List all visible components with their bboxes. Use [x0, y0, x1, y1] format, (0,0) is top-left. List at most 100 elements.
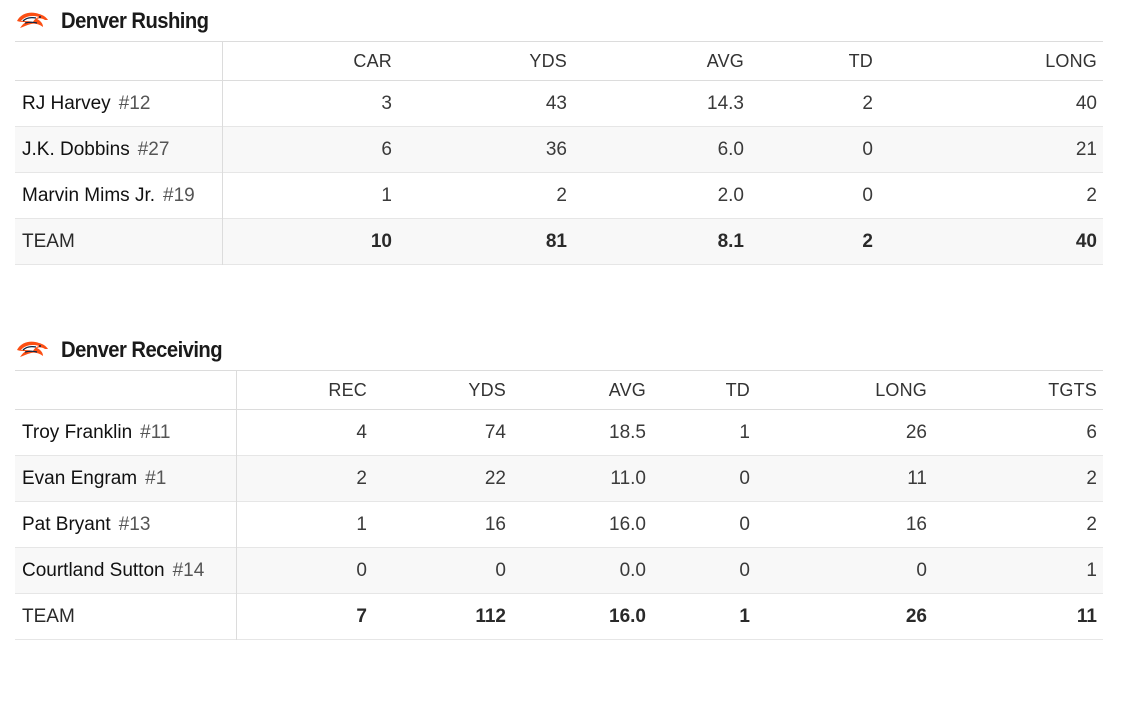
table-row: Marvin Mims Jr. #19 1 2 2.0 0 2 [15, 172, 1103, 219]
stat-td: 0 [739, 559, 750, 581]
player-name-link[interactable]: RJ Harvey [22, 92, 111, 114]
player-number: #13 [118, 513, 151, 535]
rushing-header-avg[interactable]: AVG [706, 50, 744, 71]
broncos-logo-icon [15, 9, 49, 33]
table-row: RJ Harvey #12 3 43 14.3 2 40 [15, 80, 1103, 127]
player-cell: Pat Bryant #13 [15, 501, 237, 548]
table-row: J.K. Dobbins #27 6 36 6.0 0 21 [15, 126, 1103, 173]
stat-avg: 2.0 [717, 184, 744, 206]
stat-avg: 11.0 [610, 467, 646, 489]
stat-td: 2 [862, 92, 873, 114]
table-row: Pat Bryant #13 1 16 16.0 0 16 2 [15, 501, 1103, 548]
stat-rec: 4 [356, 421, 367, 443]
player-number: #12 [118, 92, 151, 114]
team-stat-td: 2 [862, 230, 873, 252]
player-number: #11 [140, 421, 171, 443]
stat-avg: 16.0 [609, 513, 646, 535]
receiving-title: Denver Receiving [61, 336, 223, 362]
stat-car: 1 [381, 184, 392, 206]
stat-yds: 22 [484, 467, 506, 489]
team-stat-long: 40 [1075, 230, 1097, 252]
player-number: #19 [163, 184, 195, 206]
team-label: TEAM [15, 218, 223, 265]
stat-avg: 14.3 [707, 92, 744, 114]
stat-yds: 2 [556, 184, 567, 206]
receiving-header: Denver Receiving [15, 329, 1103, 370]
receiving-header-td[interactable]: TD [725, 379, 750, 400]
stat-td: 0 [739, 467, 750, 489]
receiving-header-player [15, 370, 237, 410]
receiving-header-yds[interactable]: YDS [468, 379, 506, 400]
stat-yds: 74 [484, 421, 506, 443]
broncos-logo-icon [15, 338, 49, 362]
table-row: Evan Engram #1 2 22 11.0 0 11 2 [15, 455, 1103, 502]
stat-car: 6 [381, 138, 392, 160]
rushing-title: Denver Rushing [61, 7, 209, 33]
stat-yds: 43 [545, 92, 567, 114]
receiving-header-tgts[interactable]: TGTS [1048, 379, 1097, 400]
rushing-header-long[interactable]: LONG [1045, 50, 1097, 71]
stat-car: 3 [381, 92, 392, 114]
receiving-header-avg[interactable]: AVG [608, 379, 646, 400]
stat-rec: 2 [356, 467, 367, 489]
player-name-link[interactable]: Marvin Mims Jr. [22, 184, 155, 206]
receiving-header-long[interactable]: LONG [875, 379, 927, 400]
receiving-table: REC YDS AVG TD LONG TGTS Troy Franklin #1… [15, 370, 1103, 640]
stat-long: 16 [905, 513, 927, 535]
player-cell: RJ Harvey #12 [15, 80, 223, 127]
rushing-header-car[interactable]: CAR [353, 50, 392, 71]
team-stat-rec: 7 [356, 605, 367, 627]
stat-long: 0 [916, 559, 927, 581]
team-total-row: TEAM 10 81 8.1 2 40 [15, 218, 1103, 265]
team-stat-tgts: 11 [1076, 605, 1097, 627]
player-name-link[interactable]: Courtland Sutton [22, 559, 165, 581]
team-stat-yds: 112 [475, 605, 506, 627]
stat-long: 40 [1075, 92, 1097, 114]
stat-tgts: 2 [1086, 467, 1097, 489]
receiving-header-rec[interactable]: REC [328, 379, 367, 400]
player-number: #27 [137, 138, 170, 160]
player-cell: J.K. Dobbins #27 [15, 126, 223, 173]
rushing-section: Denver Rushing CAR YDS AVG TD LONG RJ Ha… [15, 0, 1103, 265]
rushing-header-yds[interactable]: YDS [529, 50, 567, 71]
player-number: #1 [145, 467, 167, 489]
stat-rec: 0 [356, 559, 367, 581]
team-total-row: TEAM 7 112 16.0 1 26 11 [15, 593, 1103, 640]
player-cell: Marvin Mims Jr. #19 [15, 172, 223, 219]
stat-rec: 1 [356, 513, 367, 535]
receiving-section: Denver Receiving REC YDS AVG TD LONG TGT… [15, 329, 1103, 640]
stat-td: 0 [862, 138, 873, 160]
team-stat-car: 10 [370, 230, 392, 252]
stat-long: 2 [1086, 184, 1097, 206]
player-cell: Evan Engram #1 [15, 455, 237, 502]
player-cell: Courtland Sutton #14 [15, 547, 237, 594]
team-stat-avg: 16.0 [609, 605, 646, 627]
team-label: TEAM [15, 593, 237, 640]
receiving-header-row: REC YDS AVG TD LONG TGTS [15, 370, 1103, 410]
rushing-header-player [15, 41, 223, 81]
player-name-link[interactable]: J.K. Dobbins [22, 138, 130, 160]
stat-tgts: 6 [1086, 421, 1097, 443]
team-stat-avg: 8.1 [717, 230, 744, 252]
stat-yds: 0 [495, 559, 506, 581]
player-name-link[interactable]: Pat Bryant [22, 513, 111, 535]
player-number: #14 [172, 559, 205, 581]
stat-long: 11 [907, 467, 927, 489]
team-stat-td: 1 [739, 605, 750, 627]
stat-yds: 36 [545, 138, 567, 160]
stat-td: 0 [862, 184, 873, 206]
stat-avg: 6.0 [717, 138, 744, 160]
stat-avg: 0.0 [619, 559, 646, 581]
rushing-table: CAR YDS AVG TD LONG RJ Harvey #12 3 43 14… [15, 41, 1103, 265]
player-cell: Troy Franklin #11 [15, 409, 237, 456]
rushing-header-td[interactable]: TD [848, 50, 873, 71]
rushing-header-row: CAR YDS AVG TD LONG [15, 41, 1103, 81]
player-name-link[interactable]: Troy Franklin [22, 421, 133, 443]
player-name-link[interactable]: Evan Engram [22, 467, 138, 489]
stat-yds: 16 [484, 513, 506, 535]
rushing-header: Denver Rushing [15, 0, 1103, 41]
stat-tgts: 1 [1086, 559, 1097, 581]
team-stat-long: 26 [905, 605, 927, 627]
stat-long: 26 [905, 421, 927, 443]
stat-tgts: 2 [1086, 513, 1097, 535]
